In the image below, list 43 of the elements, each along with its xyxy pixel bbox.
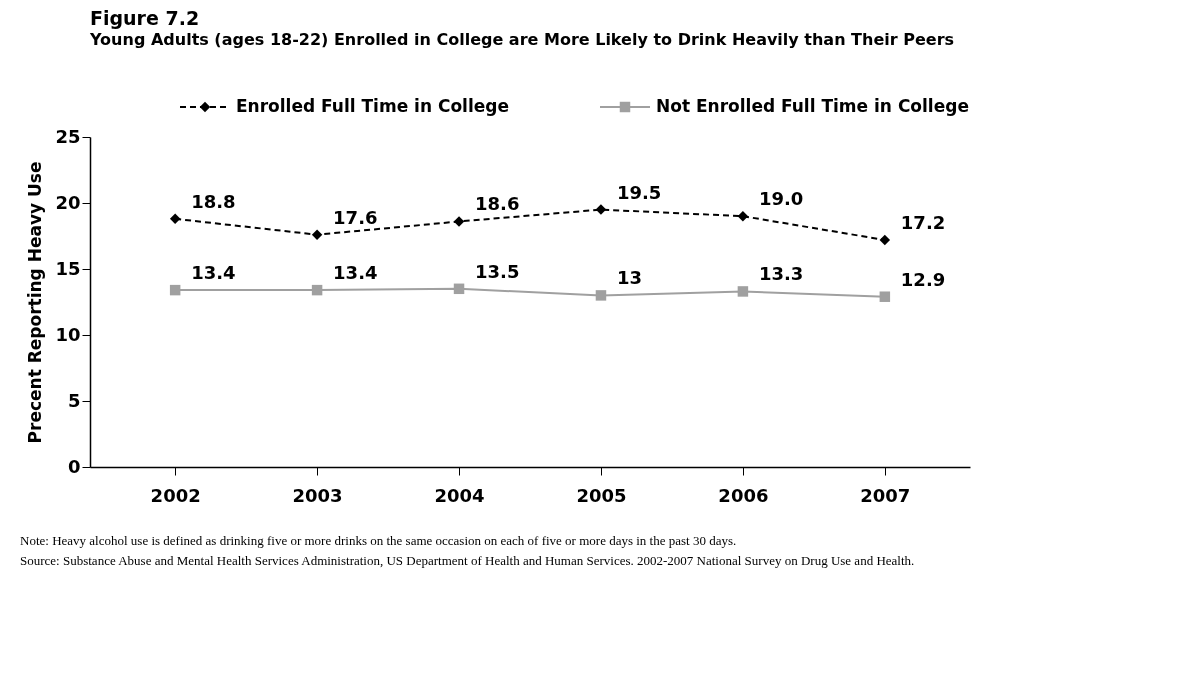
- chart-subtitle: Young Adults (ages 18-22) Enrolled in College are More Likely to Drink Heavily than Their Peers: [89, 30, 955, 49]
- legend-label: Not Enrolled Full Time in College: [656, 96, 969, 116]
- y-tick-label: 20: [55, 191, 81, 213]
- source-note: Source: Substance Abuse and Mental Health Services Administration, US Department of Health and Human Services. 2002-2007 National Survey on Drug Use and Health.: [20, 553, 915, 568]
- point: [311, 229, 323, 240]
- point: [453, 216, 465, 227]
- point: [737, 286, 749, 297]
- data-label: 13.4: [191, 262, 236, 284]
- x-tick-label: 2007: [860, 484, 911, 506]
- x-tick-label: 2004: [434, 484, 485, 506]
- data-label: 13.3: [758, 263, 804, 285]
- data-label: 19.5: [616, 181, 662, 203]
- point: [879, 291, 891, 302]
- y-tick-label: 15: [55, 257, 81, 279]
- point: [595, 204, 607, 215]
- y-tick-label: 5: [67, 389, 81, 411]
- y-tick-label: 10: [55, 323, 81, 345]
- data-label: 13.5: [475, 260, 520, 282]
- x-tick-label: 2005: [576, 484, 627, 506]
- x-tick-label: 2002: [150, 484, 201, 506]
- point: [311, 284, 323, 296]
- chart-title: Figure 7.2: [90, 7, 200, 29]
- data-label: 13.4: [333, 262, 378, 284]
- data-label: 17.6: [333, 206, 378, 228]
- point: [879, 234, 891, 246]
- text: Note: Heavy alcohol use is defined as drinking five or more drinks on the same occasion on each of five or more days in the past 30 days.: [20, 533, 737, 548]
- data-label: 13: [616, 267, 643, 289]
- point: [169, 284, 181, 296]
- point: [169, 213, 181, 225]
- x-tick-label: 2006: [718, 484, 769, 506]
- data-label: 17.2: [900, 211, 946, 233]
- data-label: 18.6: [475, 193, 520, 215]
- y-axis-title: Precent Reporting Heavy Use: [25, 161, 46, 444]
- y-tick-label: 0: [67, 455, 81, 477]
- point: [453, 283, 465, 295]
- data-label: 18.8: [191, 190, 236, 212]
- point: [595, 290, 607, 301]
- legend-label: Enrolled Full Time in College: [236, 96, 509, 116]
- data-label: 12.9: [900, 268, 946, 290]
- point: [737, 210, 749, 222]
- x-tick-label: 2003: [292, 484, 343, 506]
- data-label: 19.0: [758, 188, 804, 210]
- y-tick-label: 25: [55, 125, 81, 147]
